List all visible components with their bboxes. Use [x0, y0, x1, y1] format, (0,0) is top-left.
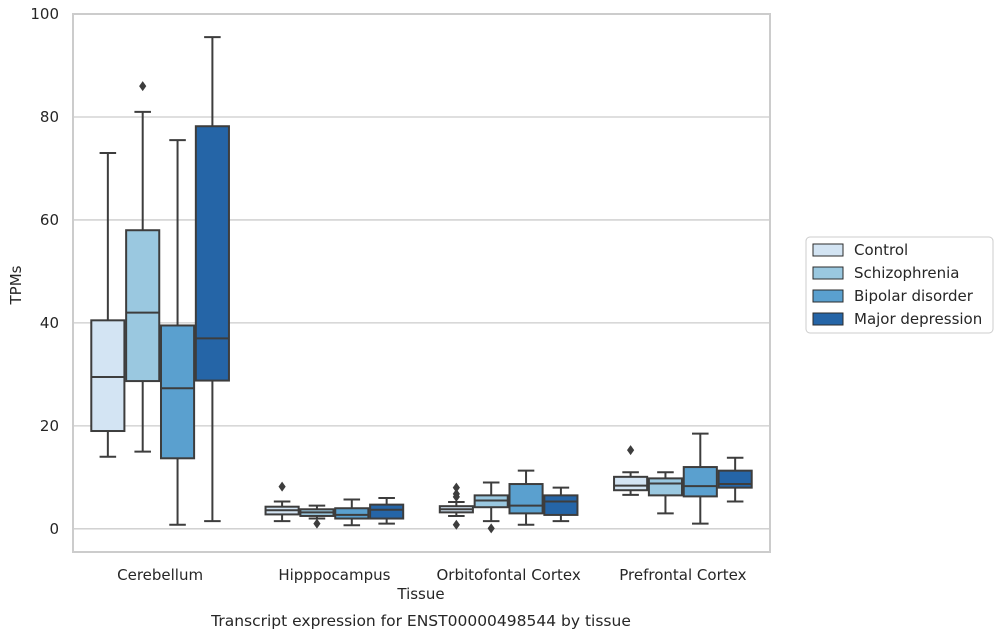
- legend-label: Major depression: [854, 310, 982, 328]
- box-iqr: [613, 475, 649, 492]
- y-tick-label: 0: [49, 520, 59, 538]
- outlier-point: [452, 519, 460, 530]
- legend-swatch: [812, 243, 844, 257]
- box-series: [90, 36, 753, 534]
- x-tick-label: Cerebellum: [117, 566, 203, 584]
- box-iqr: [543, 494, 579, 516]
- box-1-3: [647, 471, 684, 515]
- box-iqr: [90, 319, 126, 433]
- outlier-point: [452, 488, 460, 499]
- outlier-point: [452, 482, 460, 493]
- legend-swatch: [812, 312, 844, 326]
- outlier-point: [313, 518, 321, 529]
- plot-frame: [72, 13, 771, 553]
- chart-caption: Transcript expression for ENST0000049854…: [210, 612, 631, 630]
- outlier-point: [487, 523, 495, 534]
- box-iqr: [159, 324, 196, 460]
- legend: Control Schizophrenia Bipolar disorder Majo…: [805, 236, 994, 334]
- y-tick-label: 100: [30, 5, 59, 23]
- box-3-3: [717, 456, 753, 503]
- x-tick-labels: Cerebellum Hipppocampus Orbitofontal Corte…: [117, 566, 746, 584]
- outlier-point: [139, 81, 147, 92]
- box-iqr: [334, 507, 370, 520]
- box-0-3: [613, 445, 649, 496]
- legend-swatch: [812, 266, 844, 280]
- y-tick-label: 80: [40, 108, 59, 126]
- x-tick-label: Orbitofontal Cortex: [437, 566, 581, 584]
- box-2-3: [682, 432, 718, 525]
- box-iqr: [369, 503, 405, 520]
- legend-swatch: [812, 289, 844, 303]
- box-1-2: [473, 481, 509, 534]
- box-3-0: [194, 36, 230, 523]
- box-iqr: [194, 125, 230, 382]
- box-3-2: [543, 486, 579, 523]
- x-axis-label: Tissue: [396, 585, 444, 603]
- box-1-0: [125, 81, 161, 453]
- y-tick-label: 40: [40, 314, 59, 332]
- x-tick-label: Hipppocampus: [278, 566, 390, 584]
- box-0-1: [264, 481, 300, 523]
- box-iqr: [508, 483, 544, 515]
- box-2-2: [508, 469, 544, 526]
- box-0-0: [90, 152, 126, 458]
- box-2-1: [334, 498, 370, 527]
- legend-label: Bipolar disorder: [854, 287, 974, 305]
- y-axis-label: TPMs: [7, 265, 25, 305]
- box-1-1: [299, 504, 335, 529]
- box-0-2: [438, 482, 474, 530]
- box-iqr: [682, 466, 718, 498]
- outlier-point: [278, 481, 286, 492]
- outlier-point: [627, 445, 635, 456]
- x-tick-label: Prefrontal Cortex: [619, 566, 746, 584]
- legend-label: Control: [854, 241, 908, 259]
- y-tick-labels: 0 20 40 60 80 100: [30, 5, 59, 538]
- legend-frame: [805, 236, 994, 334]
- legend-label: Schizophrenia: [854, 264, 959, 282]
- box-iqr: [125, 229, 161, 383]
- y-tick-label: 60: [40, 211, 59, 229]
- box-iqr: [717, 469, 753, 489]
- box-iqr: [647, 477, 684, 497]
- y-tick-label: 20: [40, 417, 59, 435]
- box-2-0: [159, 139, 196, 526]
- box-3-1: [369, 496, 405, 525]
